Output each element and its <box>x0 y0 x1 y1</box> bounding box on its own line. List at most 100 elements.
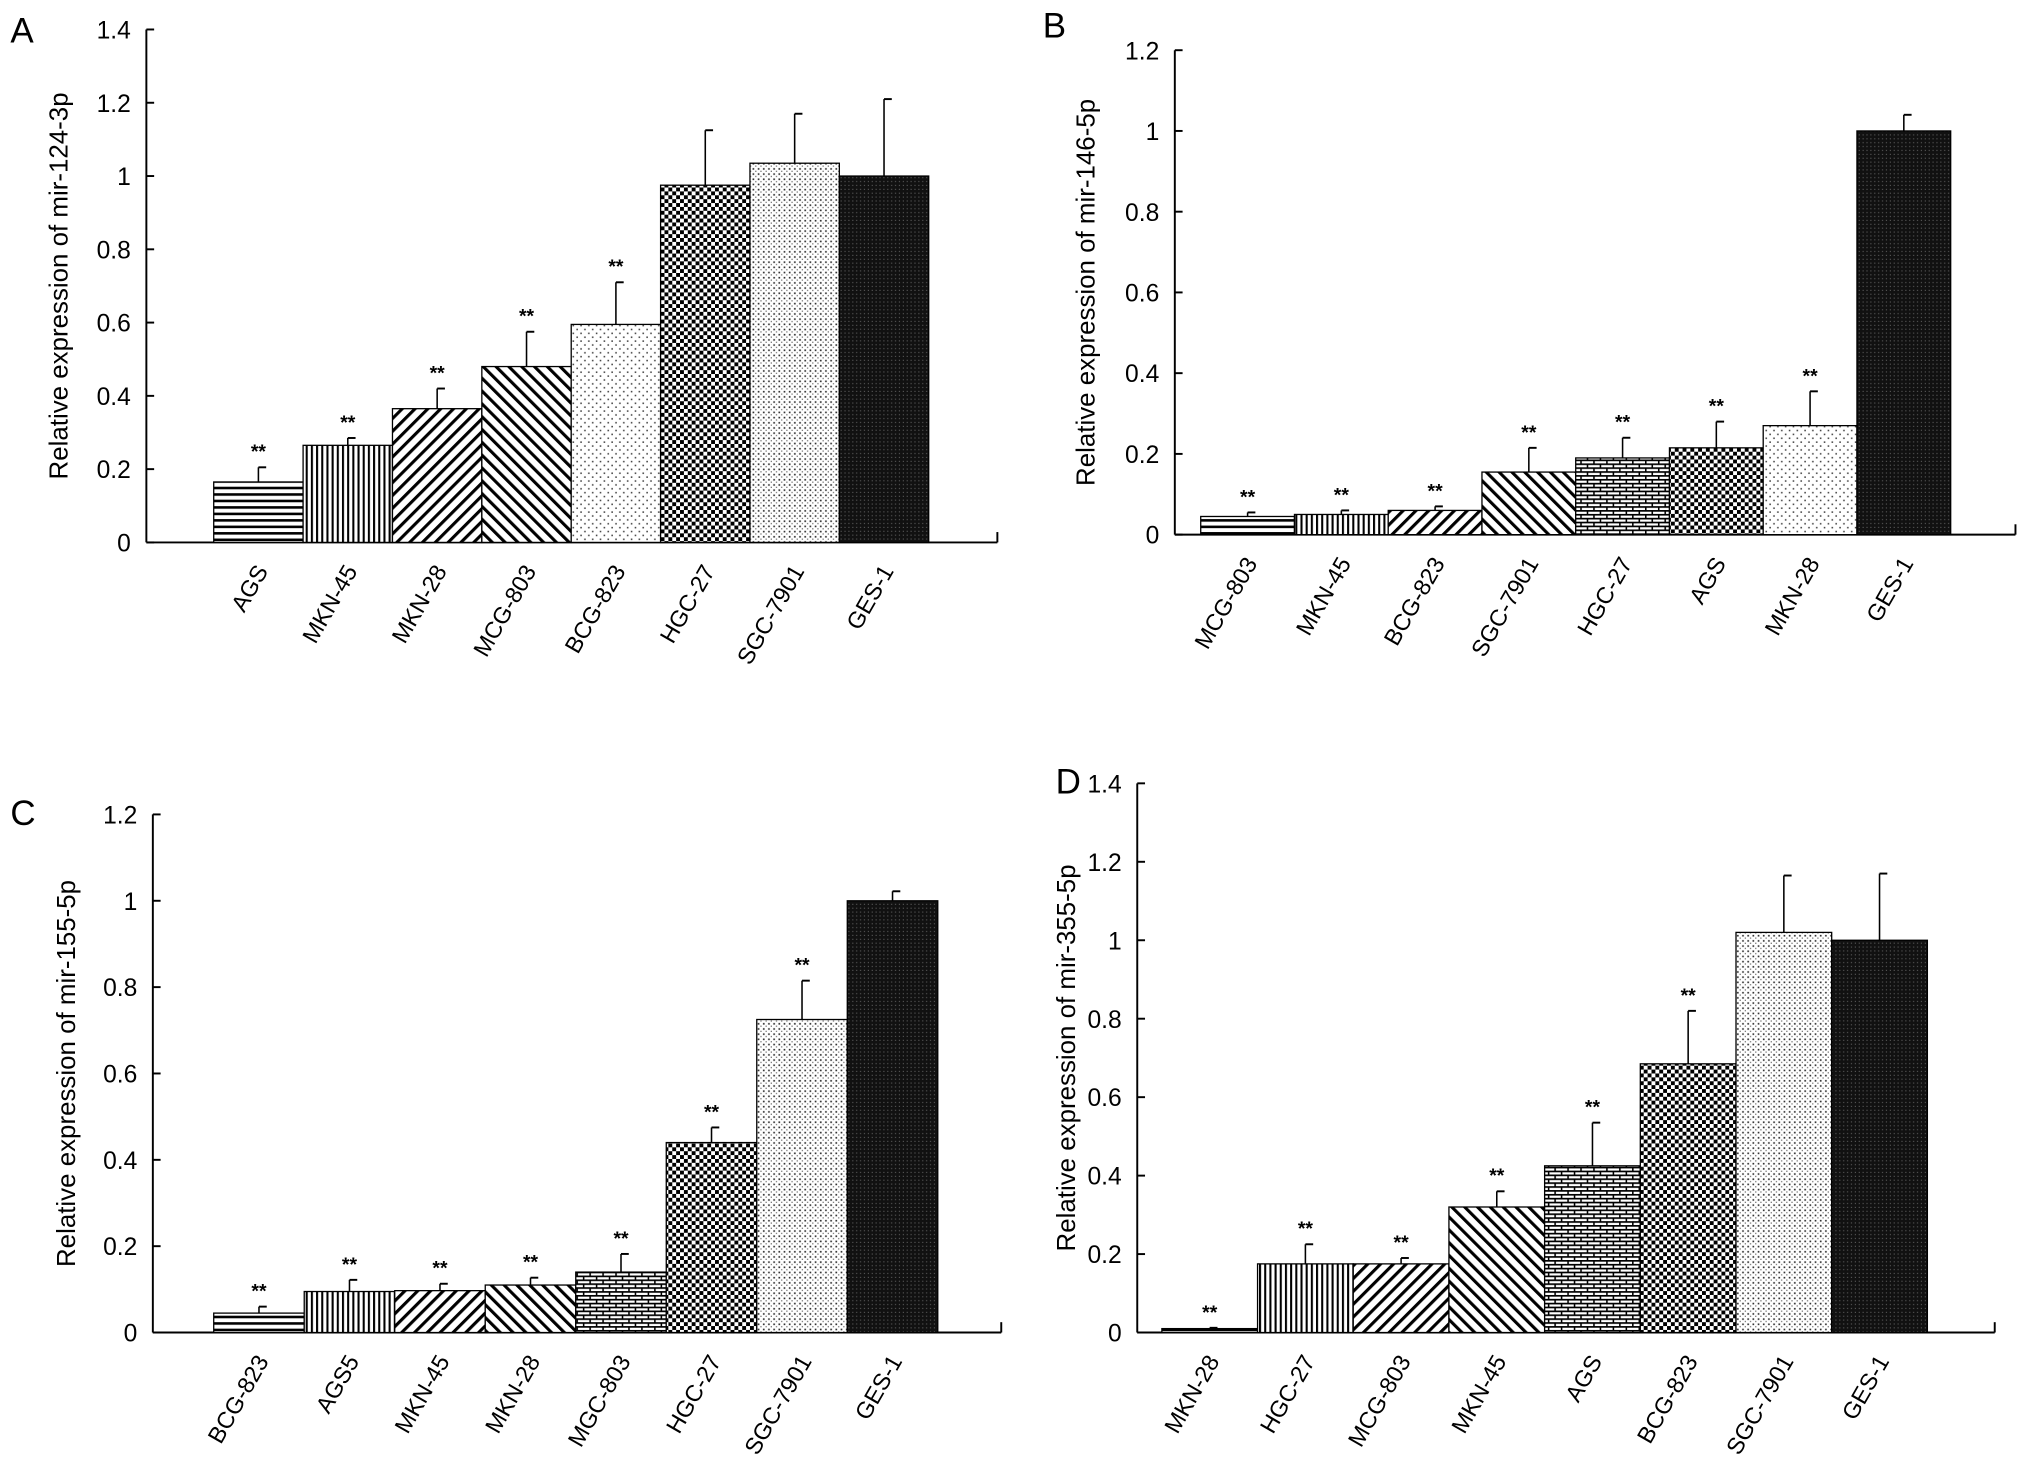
x-tick-label: GES-1 <box>850 1351 907 1425</box>
x-tick-label: HGC-27 <box>655 560 720 647</box>
significance-marker: ** <box>1298 1218 1314 1240</box>
bar-bcg-823 <box>213 1312 305 1334</box>
significance-marker: ** <box>1521 422 1537 444</box>
significance-marker: ** <box>1394 1232 1410 1254</box>
bar-mgc-803 <box>575 1271 667 1334</box>
significance-marker: ** <box>1240 486 1256 508</box>
x-tick-label: MKN-28 <box>387 560 452 647</box>
x-tick-label: BCG-823 <box>1379 553 1450 650</box>
bar-ges-1 <box>1856 130 1952 536</box>
bar-ges-1 <box>846 900 939 1334</box>
bar-mkn-28 <box>1762 424 1858 536</box>
x-tick-label: HGC-27 <box>1572 553 1637 640</box>
y-tick-label: 0.8 <box>97 237 131 264</box>
panel-A: A 0 0.2 0.4 0.6 0.8 1 1.2 1.4 Relative expression… <box>10 11 999 669</box>
y-tick-label: 0.6 <box>103 1062 137 1089</box>
panel-letter: A <box>10 11 34 50</box>
bar-hgc-27 <box>1575 457 1671 536</box>
x-tick-label: AGS <box>1560 1351 1607 1407</box>
significance-marker: ** <box>430 362 446 384</box>
bar-mcg-803 <box>1200 515 1296 536</box>
significance-marker: ** <box>1709 396 1725 418</box>
y-tick-label: 0 <box>1108 1321 1122 1348</box>
y-tick-label: 0.8 <box>103 975 137 1002</box>
bar-ags <box>1543 1165 1641 1334</box>
y-tick-label: 0.6 <box>1087 1085 1121 1112</box>
y-tick-label: 0.8 <box>1125 200 1159 227</box>
y-tick-label: 0.8 <box>1087 1007 1121 1034</box>
x-tick-label: AGS5 <box>311 1351 365 1418</box>
y-tick-label: 1.2 <box>1125 38 1159 65</box>
x-tick-label: BCG-823 <box>560 560 631 657</box>
significance-marker: ** <box>704 1101 720 1123</box>
y-axis-title: Relative expression of mir-355-5p <box>1053 864 1081 1251</box>
bar-sgc-7901 <box>749 162 840 544</box>
y-tick-label: 0.4 <box>97 384 131 411</box>
x-tick-label: MCG-803 <box>1343 1351 1416 1451</box>
bar-mcg-803 <box>1352 1263 1450 1334</box>
y-tick-label: 1 <box>117 164 131 191</box>
significance-marker: ** <box>608 256 624 278</box>
x-tick-label: BCG-823 <box>203 1351 274 1448</box>
bar-bcg-823 <box>1387 509 1483 536</box>
bar-mkn-45 <box>1293 513 1389 536</box>
significance-marker: ** <box>523 1252 539 1274</box>
bar-mkn-28 <box>1161 1327 1259 1334</box>
x-tick-label: SGC-7901 <box>1466 553 1544 661</box>
y-tick-label: 1 <box>1146 119 1160 146</box>
bar-bcg-823 <box>570 323 662 544</box>
significance-marker: ** <box>613 1228 629 1250</box>
bar-mcg-803 <box>481 365 572 544</box>
bar-ges-1 <box>838 175 930 544</box>
x-tick-label: MKN-45 <box>297 560 362 647</box>
panel-B: B 0 0.2 0.4 0.6 0.8 1 1.2 Relative expression of… <box>1043 6 2017 661</box>
bar-mkn-28 <box>484 1284 577 1334</box>
significance-marker: ** <box>519 306 535 328</box>
x-tick-label: MGC-803 <box>563 1351 636 1451</box>
bar-ags <box>213 481 304 544</box>
y-axis-title: Relative expression of mir-155-5p <box>53 880 81 1267</box>
y-tick-label: 0.2 <box>1087 1242 1121 1269</box>
bar-sgc-7901 <box>756 1018 848 1334</box>
significance-marker: ** <box>794 955 810 977</box>
x-tick-label: MKN-45 <box>389 1351 454 1438</box>
bar-bcg-823 <box>1639 1063 1737 1334</box>
y-axis-title: Relative expression of mir-146-5p <box>1073 99 1101 486</box>
x-tick-label: GES-1 <box>841 560 898 634</box>
y-tick-label: 1.2 <box>103 802 137 829</box>
significance-marker: ** <box>251 1281 267 1303</box>
y-tick-label: 1 <box>1108 928 1122 955</box>
significance-marker: ** <box>1202 1302 1218 1324</box>
x-tick-label: SGC-7901 <box>1721 1351 1799 1459</box>
bar-mkn-45 <box>394 1290 486 1334</box>
x-tick-label: SGC-7901 <box>739 1351 817 1459</box>
significance-marker: ** <box>342 1254 358 1276</box>
x-tick-label: BCG-823 <box>1632 1351 1703 1448</box>
bar-mkn-45 <box>1448 1206 1546 1334</box>
significance-marker: ** <box>1681 985 1697 1007</box>
x-tick-label: MCG-803 <box>1189 553 1262 653</box>
y-tick-label: 0.2 <box>103 1234 137 1261</box>
bar-mkn-28 <box>391 408 483 544</box>
significance-marker: ** <box>1489 1165 1505 1187</box>
bar-mkn-45 <box>302 444 394 544</box>
bar-sgc-7901 <box>1735 931 1833 1334</box>
y-tick-label: 0.4 <box>103 1148 137 1175</box>
x-tick-label: MKN-45 <box>1291 553 1356 640</box>
bar-ges-1 <box>1831 939 1929 1334</box>
significance-marker: ** <box>1803 365 1819 387</box>
significance-marker: ** <box>1428 480 1444 502</box>
panel-letter: C <box>10 794 35 833</box>
x-tick-label: MKN-28 <box>480 1351 545 1438</box>
x-tick-label: GES-1 <box>1861 553 1918 627</box>
x-tick-label: AGS <box>1684 553 1731 609</box>
significance-marker: ** <box>432 1258 448 1280</box>
y-tick-label: 1.2 <box>97 91 131 118</box>
y-tick-label: 0 <box>117 530 131 557</box>
bar-ags <box>1668 447 1764 536</box>
y-tick-label: 1 <box>124 889 138 916</box>
panel-C: C 0 0.2 0.4 0.6 0.8 1 1.2 Relative expression of… <box>10 794 1003 1459</box>
bar-ags5 <box>303 1290 396 1334</box>
y-tick-label: 1.2 <box>1087 850 1121 877</box>
